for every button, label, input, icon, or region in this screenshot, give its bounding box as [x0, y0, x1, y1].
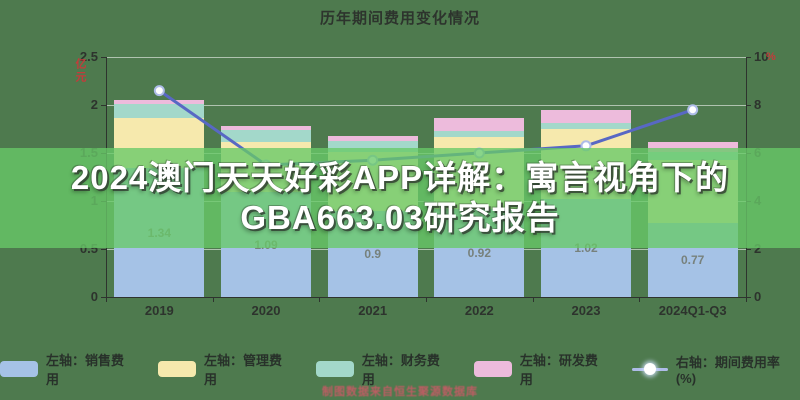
right-axis-tick [746, 249, 751, 250]
chart-title: 历年期间费用变化情况 [319, 10, 480, 27]
legend-swatch-icon [157, 361, 196, 377]
overlay-banner-text: 2024澳门天天好彩APP详解：寓言视角下的GBA663.03研究报告 [70, 159, 730, 236]
legend-swatch-icon [0, 361, 38, 377]
left-axis-tick [101, 57, 106, 58]
line-marker-2019[interactable] [153, 85, 165, 97]
category-label-2022: 2022 [464, 303, 494, 318]
bar-segment-s3-2021[interactable] [327, 135, 418, 142]
right-axis-tick-label: 0 [754, 289, 762, 304]
overlay-banner: 2024澳门天天好彩APP详解：寓言视角下的GBA663.03研究报告 [0, 148, 800, 248]
bar-segment-s3-2023[interactable] [541, 109, 631, 124]
right-axis-tick [746, 57, 751, 58]
bar-value-label: 0.92 [467, 245, 491, 260]
right-axis-tick [746, 105, 751, 106]
bar-segment-s3-2022[interactable] [434, 118, 525, 131]
bar-segment-s3-2019[interactable] [114, 100, 205, 105]
right-axis-tick [746, 297, 751, 298]
legend-item-3[interactable]: 左轴：研发费用 [473, 350, 611, 388]
category-label-2024Q1-Q3: 2024Q1-Q3 [658, 303, 727, 318]
bar-value-label: 0.9 [364, 246, 381, 261]
left-axis-tick [101, 297, 106, 298]
line-marker-2024Q1-Q3[interactable] [687, 104, 699, 116]
right-axis-tick-label: 2 [754, 241, 762, 256]
legend-line-dot-icon [631, 361, 668, 377]
right-axis-unit-label: % [766, 51, 776, 63]
legend-item-label: 左轴：管理费用 [203, 353, 282, 387]
category-label-2023: 2023 [571, 303, 601, 318]
bar-value-label: 0.77 [680, 253, 705, 268]
legend-swatch-icon [315, 361, 354, 377]
right-axis-tick-label: 8 [754, 97, 762, 112]
gridline [106, 249, 746, 250]
legend-item-label: 左轴：销售费用 [45, 353, 124, 387]
bar-segment-s2-2023[interactable] [541, 123, 631, 129]
gridline [106, 57, 746, 58]
x-axis-tick [746, 297, 747, 302]
bar-segment-s2-2019[interactable] [114, 104, 205, 119]
x-axis-tick [106, 297, 107, 302]
x-axis-tick [532, 297, 534, 302]
bar-segment-s3-2020[interactable] [221, 126, 311, 130]
left-axis-tick-label: 0 [90, 289, 98, 304]
left-axis-unit-label: 亿元 [74, 58, 86, 84]
legend-item-label: 左轴：财务费用 [361, 353, 440, 387]
category-label-2020: 2020 [251, 303, 281, 318]
category-label-2019: 2019 [144, 303, 174, 318]
x-axis-tick [639, 297, 641, 302]
legend-item-2[interactable]: 左轴：财务费用 [315, 350, 453, 388]
legend-swatch-icon [473, 361, 512, 377]
category-label-2021: 2021 [358, 303, 388, 318]
legend-item-label: 左轴：研发费用 [519, 353, 598, 387]
x-axis-tick [426, 297, 427, 302]
legend-item-label: 右轴：期间费用率(%) [675, 355, 780, 386]
bar-segment-s2-2020[interactable] [221, 129, 311, 143]
left-axis-tick [101, 249, 106, 250]
legend-item-1[interactable]: 左轴：管理费用 [157, 350, 295, 388]
legend-item-4[interactable]: 右轴：期间费用率(%) [631, 352, 800, 386]
legend: 左轴：销售费用 左轴：管理费用 左轴：财务费用 左轴：研发费用 右轴：期间费用率(%) [0, 350, 800, 388]
left-axis-tick [101, 105, 106, 106]
left-axis-tick-label: 2 [90, 97, 98, 112]
bar-segment-s2-2022[interactable] [434, 130, 525, 137]
legend-item-0[interactable]: 左轴：销售费用 [0, 350, 137, 388]
left-axis-tick-label: 2.5 [79, 49, 98, 64]
right-axis-tick-label: 10 [754, 49, 769, 64]
x-axis-tick [319, 297, 321, 302]
x-axis-tick [212, 297, 214, 302]
watermark-text: 制图数据来自恒生聚源数据库 [322, 386, 478, 398]
